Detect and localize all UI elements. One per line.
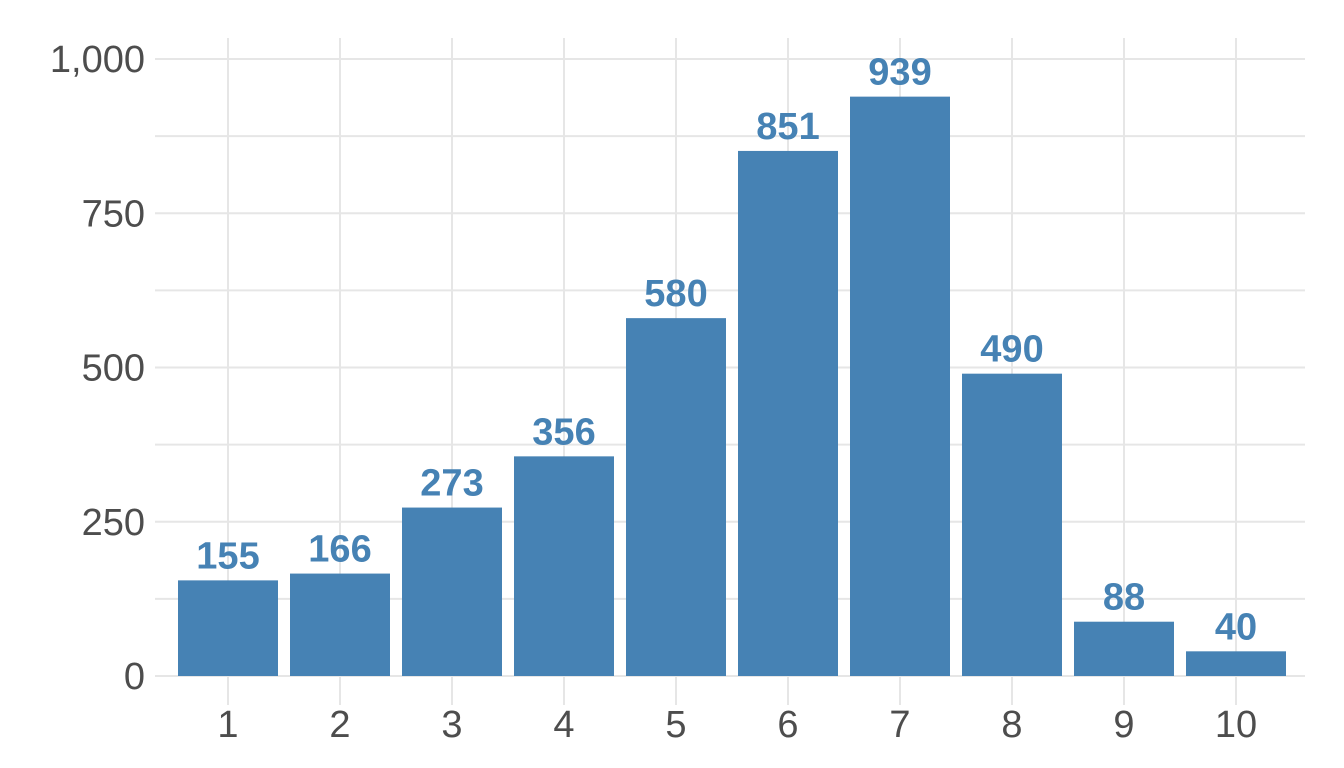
bar-5	[626, 318, 726, 676]
x-tick-label: 4	[553, 704, 574, 746]
bar-2	[290, 573, 390, 676]
y-tick-label: 250	[82, 502, 145, 544]
bar-value-label-10: 40	[1215, 606, 1257, 648]
x-tick-label: 8	[1001, 704, 1022, 746]
y-tick-label: 1,000	[50, 39, 145, 81]
x-tick-label: 10	[1215, 704, 1257, 746]
y-tick-label: 500	[82, 348, 145, 390]
bar-7	[850, 96, 950, 676]
bar-10	[1186, 651, 1286, 676]
x-tick-label: 7	[889, 704, 910, 746]
x-tick-label: 9	[1113, 704, 1134, 746]
bar-3	[402, 507, 502, 676]
bar-value-label-5: 580	[644, 273, 707, 315]
bar-6	[738, 150, 838, 677]
x-tick-label: 2	[329, 704, 350, 746]
x-tick-label: 1	[217, 704, 238, 746]
y-axis-tick-labels: 0 250 500 750 1,000	[50, 39, 145, 698]
x-tick-label: 3	[441, 704, 462, 746]
bar-4	[514, 456, 614, 676]
bar-value-label-2: 166	[308, 529, 371, 571]
x-tick-label: 6	[777, 704, 798, 746]
bar-value-label-7: 939	[868, 52, 931, 94]
x-axis-tick-labels: 1 2 3 4 5 6 7 8 9 10	[217, 704, 1257, 746]
bar-1	[178, 580, 278, 676]
bar-value-label-3: 273	[420, 463, 483, 505]
bar-9	[1074, 621, 1174, 676]
bar-value-label-8: 490	[980, 329, 1043, 371]
bar-value-label-4: 356	[532, 411, 595, 453]
bar-value-label-6: 851	[756, 106, 819, 148]
y-tick-label: 0	[124, 656, 145, 698]
bar-value-label-9: 88	[1103, 577, 1145, 619]
bar-value-label-1: 155	[196, 535, 259, 577]
bar-8	[962, 373, 1062, 676]
y-tick-label: 750	[82, 193, 145, 235]
bar-value-labels: 155 166 273 356 580 851 939 490 88 40	[196, 52, 1257, 649]
x-tick-label: 5	[665, 704, 686, 746]
bars	[178, 96, 1286, 677]
